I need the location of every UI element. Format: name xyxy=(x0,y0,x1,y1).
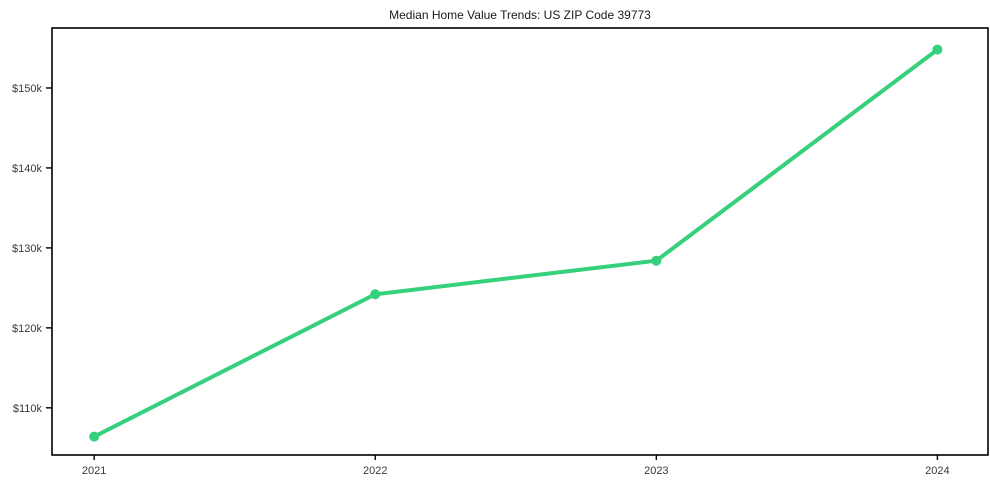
y-tick-label: $130k xyxy=(12,243,42,255)
chart-title: Median Home Value Trends: US ZIP Code 39… xyxy=(389,8,651,22)
plot-border xyxy=(51,27,989,456)
data-point-marker xyxy=(370,289,381,300)
data-point-marker xyxy=(89,431,100,442)
y-tick-label: $150k xyxy=(12,83,42,95)
x-tick-label: 2022 xyxy=(363,465,387,477)
data-point-marker xyxy=(651,255,662,266)
data-point-marker xyxy=(932,44,943,55)
y-tick-label: $110k xyxy=(13,403,43,415)
series-line xyxy=(92,47,940,439)
x-axis: 2021 2022 2023 2024 xyxy=(82,455,950,477)
y-tick-label: $140k xyxy=(12,163,42,175)
plot-area xyxy=(51,27,989,456)
y-tick-label: $120k xyxy=(12,323,42,335)
y-axis: $110k $120k $130k $140k $150k xyxy=(12,83,52,415)
x-tick-label: 2024 xyxy=(925,465,949,477)
data-series xyxy=(89,44,943,442)
x-tick-label: 2023 xyxy=(644,465,668,477)
x-tick-label: 2021 xyxy=(82,465,106,477)
